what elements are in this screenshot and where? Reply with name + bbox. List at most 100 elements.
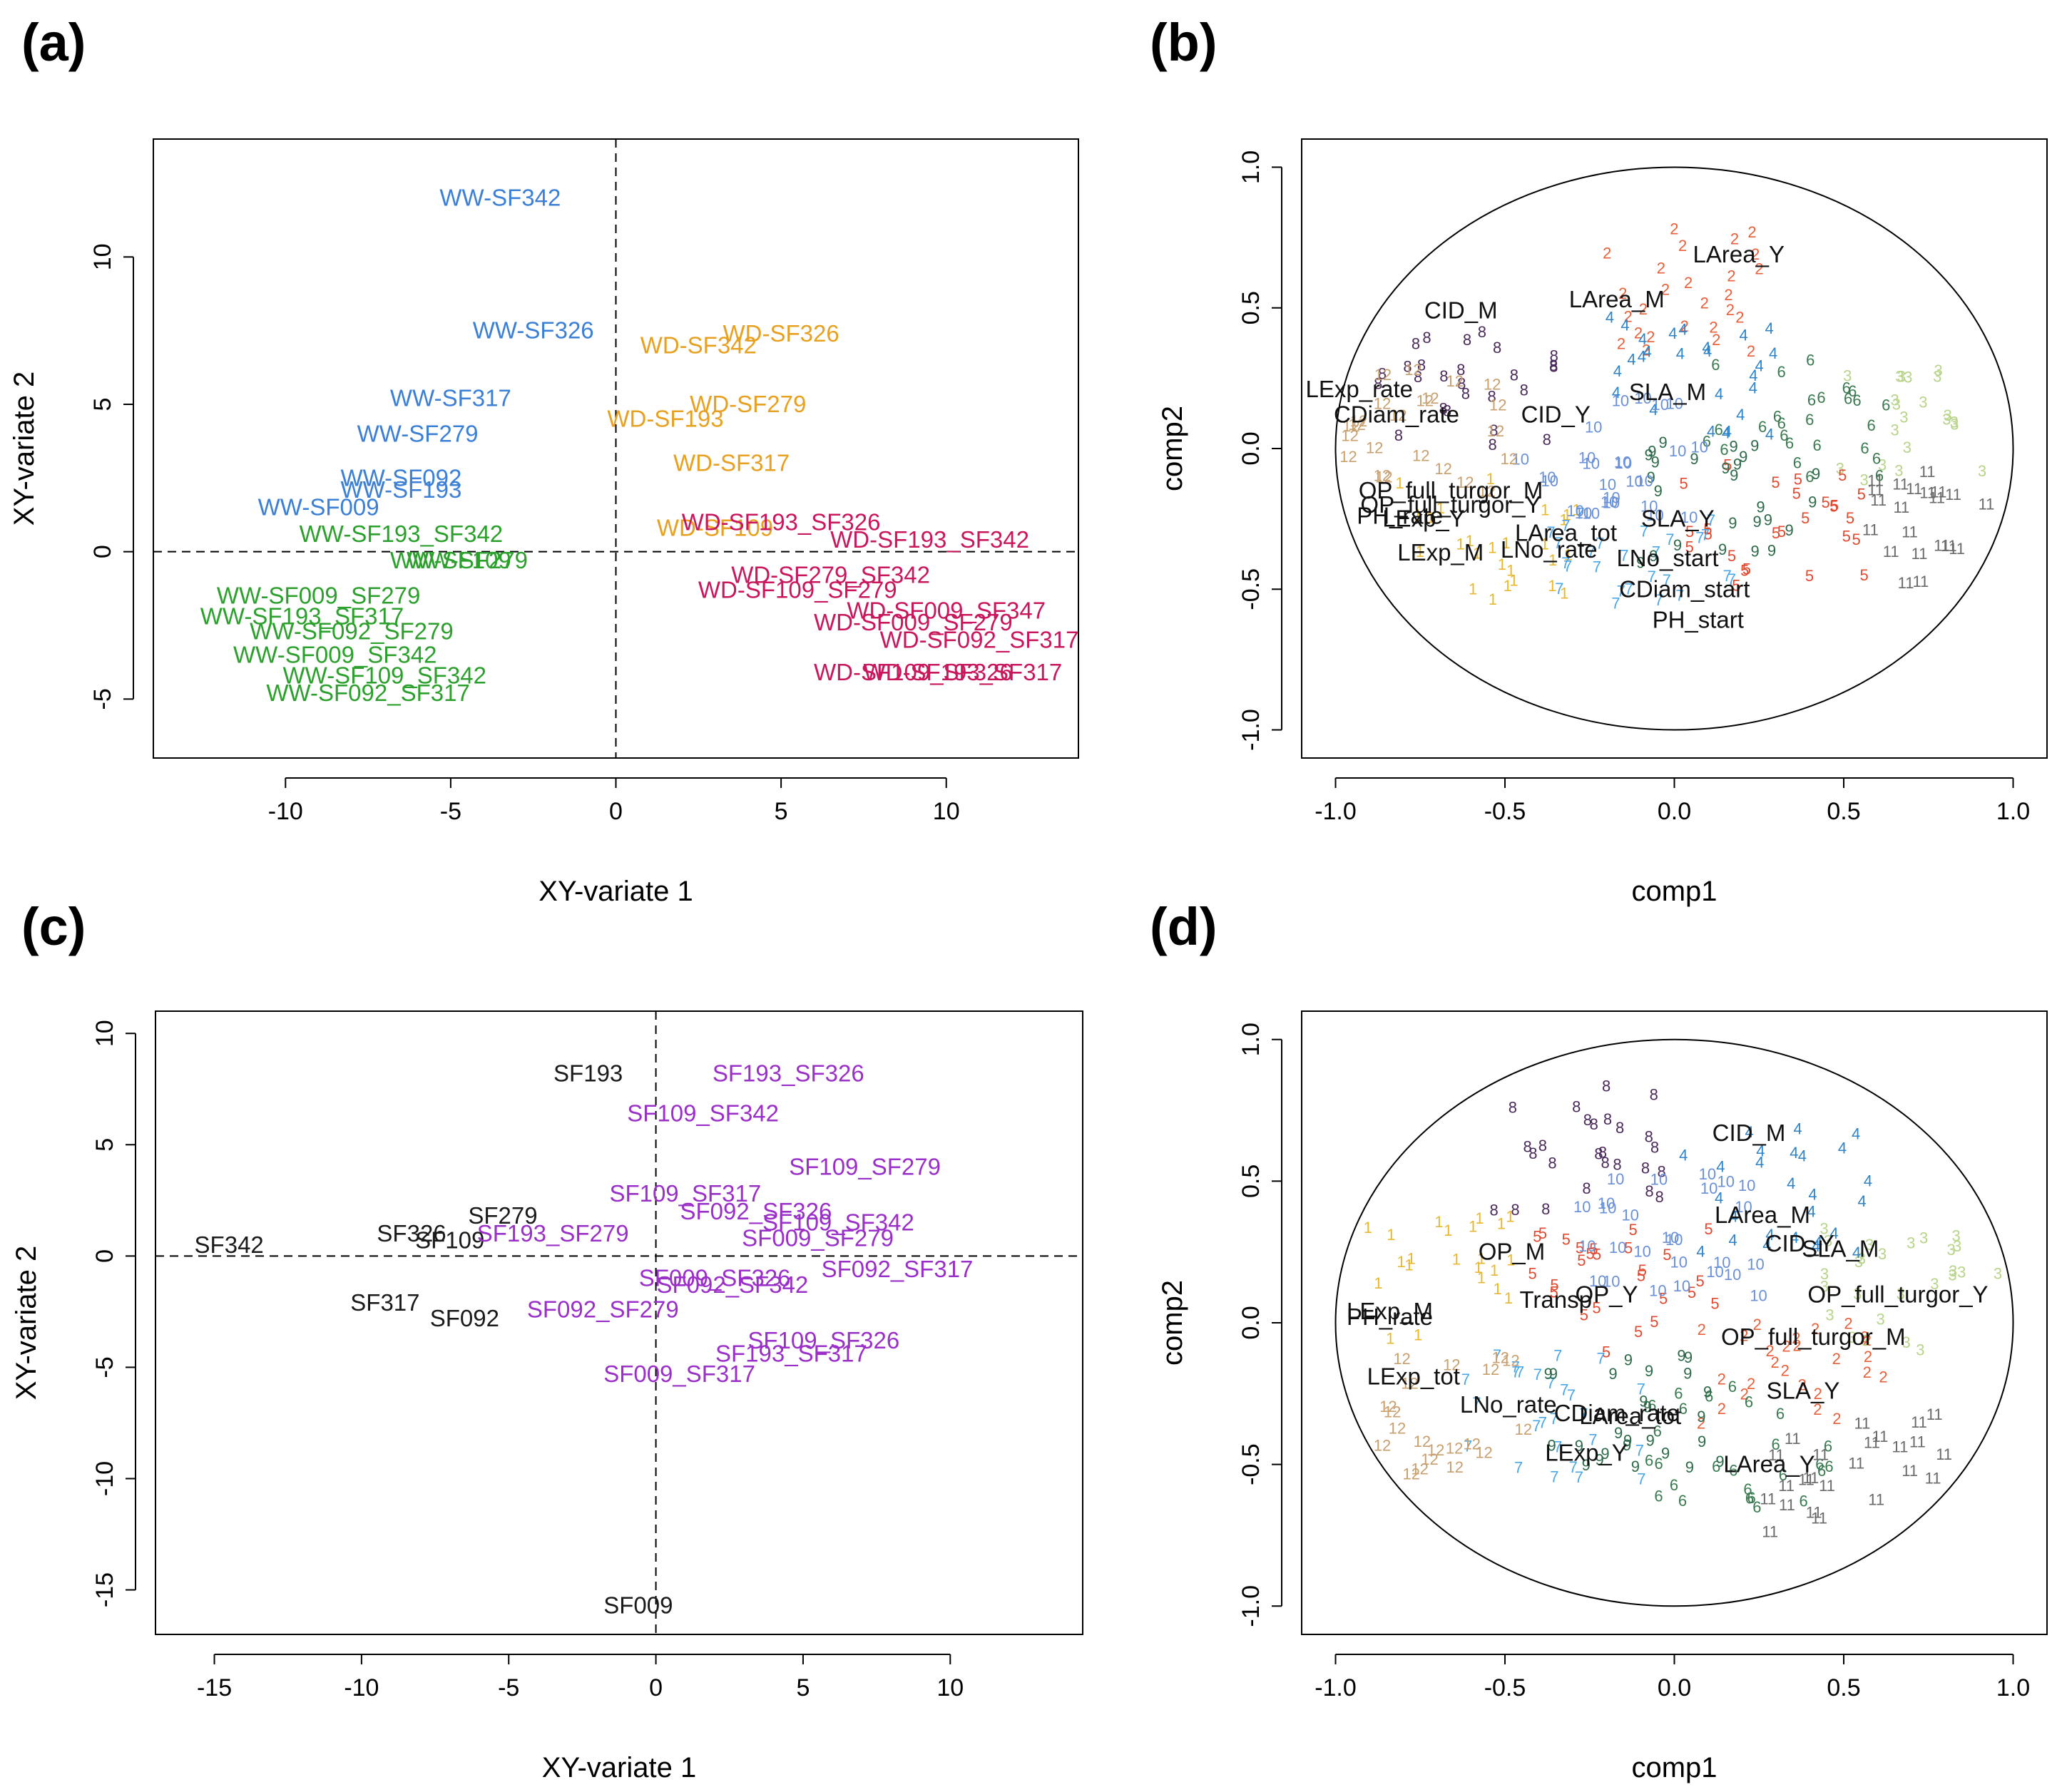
observation-code: 7 <box>1553 1438 1562 1455</box>
observation-code: 7 <box>1701 526 1710 544</box>
observation-code: 1 <box>1387 1226 1395 1244</box>
observation-code: 3 <box>1952 1227 1961 1244</box>
observation-code: 4 <box>1643 343 1652 361</box>
observation-code: 7 <box>1652 543 1660 561</box>
observation-code: 10 <box>1652 396 1669 414</box>
observation-code: 6 <box>1805 411 1814 429</box>
observation-code: 4 <box>1715 1189 1723 1207</box>
observation-code: 3 <box>1916 1341 1924 1359</box>
observation-code: 6 <box>1705 1387 1713 1405</box>
observation-code: 7 <box>1637 1381 1645 1398</box>
panel-a: -10 -5 0 5 10 -5 0 5 10 XY-variate 1 XY-variate 2 W… <box>9 138 1079 907</box>
observation-code: 3 <box>1942 411 1951 429</box>
observation-code: 12 <box>1417 392 1434 410</box>
observation-code: 10 <box>1614 454 1631 471</box>
observation-code: 8 <box>1456 361 1465 379</box>
observation-code: 11 <box>1902 1462 1918 1480</box>
observation-code: 9 <box>1646 1431 1655 1449</box>
observation-code: 6 <box>1745 1490 1754 1507</box>
observation-code: 12 <box>1475 1443 1492 1461</box>
observation-code: 12 <box>1374 366 1392 384</box>
observation-code: 5 <box>1794 471 1802 488</box>
observation-code: 10 <box>1666 395 1683 413</box>
observation-code: 3 <box>1848 1328 1857 1346</box>
variable-label: LExp_tot <box>1367 1363 1460 1389</box>
variable-label: SLA_Y <box>1641 506 1715 532</box>
observation-code: 6 <box>1752 1498 1761 1516</box>
observation-code: 8 <box>1528 1145 1537 1162</box>
observation-code: 3 <box>1853 1285 1862 1303</box>
observation-code: 12 <box>1434 460 1451 478</box>
point-label: SF109_SF326 <box>747 1327 899 1353</box>
observation-code: 3 <box>1878 456 1887 473</box>
observation-code: 10 <box>1621 1206 1638 1224</box>
observation-code: 5 <box>1801 509 1810 527</box>
observation-code: 7 <box>1576 504 1584 522</box>
variable-label: CID_Y <box>1765 1230 1834 1256</box>
observation-code: 5 <box>1680 474 1688 492</box>
observation-code: 2 <box>1698 1321 1706 1338</box>
observation-code: 8 <box>1489 436 1497 454</box>
observation-code: 6 <box>1745 1393 1753 1411</box>
observation-code: 3 <box>1843 367 1852 385</box>
observation-code: 2 <box>1709 319 1717 337</box>
observation-code: 12 <box>1412 446 1429 464</box>
observation-code: 6 <box>1842 379 1851 397</box>
observation-code: 2 <box>1642 341 1650 359</box>
variable-label: LExp_M <box>1347 1298 1433 1324</box>
observation-code: 8 <box>1523 1137 1532 1155</box>
observation-code: 11 <box>1762 1522 1778 1540</box>
observation-code: 4 <box>1679 320 1688 338</box>
observation-code: 6 <box>1807 391 1816 409</box>
variable-label: Transp <box>1520 1286 1592 1313</box>
observation-code: 3 <box>1825 1306 1834 1324</box>
observation-code: 6 <box>1815 1455 1824 1473</box>
observation-code: 10 <box>1609 1239 1626 1256</box>
observation-code: 4 <box>1812 1237 1820 1255</box>
observation-code: 9 <box>1582 1456 1591 1474</box>
x-tick-label: 5 <box>775 798 788 825</box>
y-tick-label: -10 <box>91 1461 118 1496</box>
observation-code: 7 <box>1655 591 1663 609</box>
observation-code: 11 <box>1929 489 1945 507</box>
observation-code: 5 <box>1637 1267 1645 1285</box>
observation-code: 2 <box>1771 1353 1780 1371</box>
observation-code: 11 <box>1811 1509 1827 1527</box>
point-label: SF193_SF326 <box>713 1060 864 1086</box>
observation-code: 1 <box>1456 536 1465 553</box>
point-label: SF193_SF279 <box>477 1220 629 1246</box>
observation-code: 8 <box>1650 1139 1659 1157</box>
observation-code: 3 <box>1854 1253 1863 1271</box>
observation-code: 4 <box>1808 1185 1817 1203</box>
observation-code: 10 <box>1717 1173 1734 1191</box>
observation-code: 11 <box>1854 1414 1871 1432</box>
observation-code: 1 <box>1489 590 1497 608</box>
observation-code: 7 <box>1550 1468 1558 1486</box>
observation-code: 3 <box>1895 368 1904 386</box>
observation-code: 11 <box>1848 1454 1864 1472</box>
observation-code: 4 <box>1668 324 1677 342</box>
observation-code: 8 <box>1655 1188 1664 1206</box>
observation-code: 12 <box>1404 361 1421 379</box>
observation-code: 10 <box>1612 391 1629 409</box>
observation-code: 2 <box>1717 1400 1726 1418</box>
observation-code: 7 <box>1635 1442 1644 1460</box>
observation-code: 4 <box>1676 345 1685 363</box>
observation-code: 9 <box>1595 1450 1603 1468</box>
observation-code: 3 <box>1857 1249 1866 1267</box>
observation-code: 4 <box>1794 1120 1802 1138</box>
panel-a-letter: (a) <box>21 13 86 72</box>
point-label: WD-SF193 <box>607 406 723 432</box>
observation-code: 2 <box>1678 237 1687 255</box>
observation-code: 8 <box>1645 1128 1653 1146</box>
observation-code: 6 <box>1670 1476 1678 1494</box>
observation-code: 4 <box>1736 406 1745 424</box>
observation-code: 7 <box>1620 547 1628 565</box>
observation-code: 5 <box>1650 1313 1658 1331</box>
observation-code: 5 <box>1663 1246 1671 1264</box>
observation-code: 3 <box>1820 1278 1829 1296</box>
point-label: WW-SF009_SF279 <box>217 583 421 609</box>
observation-code: 3 <box>1904 369 1912 386</box>
observation-code: 12 <box>1414 1433 1431 1450</box>
observation-code: 10 <box>1724 1266 1741 1284</box>
